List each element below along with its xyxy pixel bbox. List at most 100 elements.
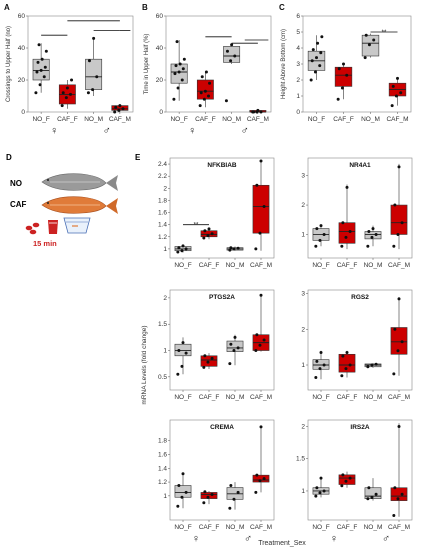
data-point — [180, 364, 184, 368]
data-point — [366, 365, 370, 369]
data-point — [318, 238, 322, 242]
y-tick-label: 1.2 — [158, 234, 167, 241]
y-tick-label: 60 — [18, 13, 26, 20]
data-point — [177, 246, 181, 250]
data-point — [345, 185, 349, 189]
data-point — [228, 248, 232, 252]
data-point — [318, 367, 322, 371]
box-group — [364, 225, 382, 248]
fish-no-icon — [41, 173, 118, 191]
data-point — [340, 86, 344, 90]
box — [334, 66, 353, 87]
box-group — [312, 224, 330, 248]
data-point — [180, 249, 184, 253]
panel-d-label: D — [6, 153, 12, 162]
box — [196, 79, 214, 100]
data-point — [43, 65, 47, 69]
y-tick-label: 20 — [156, 77, 164, 84]
box-group — [312, 476, 330, 498]
box — [200, 230, 218, 238]
x-tick-label: NO_F — [174, 262, 191, 269]
box — [390, 327, 408, 355]
data-point — [258, 343, 262, 347]
y-tick-label: 3 — [301, 173, 305, 180]
data-point — [176, 250, 180, 254]
data-point — [180, 78, 184, 82]
data-point — [65, 86, 69, 90]
y-tick-label: 1.4 — [158, 465, 167, 472]
x-tick-label: NO_M — [84, 116, 103, 123]
data-point — [315, 486, 319, 490]
box — [170, 63, 188, 84]
y-tick-label: 40 — [18, 45, 26, 52]
box — [338, 353, 356, 373]
y-tick-label: 20 — [18, 77, 26, 84]
data-point — [173, 72, 177, 76]
box-group — [58, 78, 76, 109]
male-symbol: ♂ — [382, 533, 390, 545]
data-point — [400, 221, 404, 225]
box — [174, 343, 192, 357]
plot-frame — [169, 419, 275, 521]
x-tick-label: CAF_M — [386, 116, 408, 123]
data-point — [396, 232, 400, 236]
plot-title: RGS2 — [351, 294, 369, 301]
data-point — [177, 70, 181, 74]
data-point — [202, 365, 206, 369]
box-group — [390, 423, 408, 517]
x-tick-label: NO_F — [174, 394, 191, 401]
data-point — [348, 230, 352, 234]
data-point — [256, 108, 260, 112]
data-point — [210, 232, 214, 236]
data-point — [322, 363, 326, 367]
data-point — [208, 81, 212, 85]
y-tick-label: 0 — [159, 109, 163, 116]
y-tick-label: 1.2 — [158, 479, 167, 486]
data-point — [178, 62, 182, 66]
box-group — [226, 482, 244, 510]
box-group — [111, 104, 129, 114]
data-point — [228, 506, 232, 510]
data-point — [311, 48, 315, 52]
data-point — [40, 57, 44, 61]
data-point — [229, 342, 233, 346]
data-point — [254, 247, 258, 251]
data-point — [390, 104, 394, 108]
data-point — [206, 495, 210, 499]
data-point — [392, 244, 396, 248]
data-point — [36, 60, 40, 64]
data-point — [176, 504, 180, 508]
data-point — [337, 67, 341, 71]
male-symbol: ♂ — [103, 125, 111, 137]
y-tick-label: 1.8 — [158, 438, 167, 445]
y-tick-label: 1 — [163, 348, 167, 355]
x-tick-label: CAF_M — [250, 394, 272, 401]
data-point — [202, 236, 206, 240]
data-point — [181, 472, 185, 476]
y-tick-label: 1 — [301, 362, 305, 369]
data-point — [366, 244, 370, 248]
data-point — [259, 425, 263, 429]
y-tick-label: 0.5 — [158, 374, 167, 381]
box-group — [32, 43, 50, 95]
panel-label: B — [142, 3, 148, 12]
data-point — [372, 38, 376, 42]
male-symbol: ♂ — [244, 533, 252, 545]
data-point — [184, 490, 188, 494]
box-group — [170, 40, 188, 101]
data-point — [203, 354, 207, 358]
plot-title: PTGS2A — [209, 294, 235, 301]
chart-ptgs2a: 0.5 1 1.5 2 NO_F CAF_F NO_M CAF_M PTGS2A — [158, 289, 275, 401]
box-group — [364, 478, 382, 501]
x-tick-label: CAF_F — [199, 394, 220, 401]
chart-nfkbiab: 1 1.2 1.4 1.6 1.8 2 2.2 2.4 NO_F CAF_F NO_M CAF_M NF… — [158, 157, 275, 269]
box-group — [249, 108, 267, 114]
data-point — [184, 351, 188, 355]
data-point — [259, 159, 263, 163]
data-point — [87, 59, 91, 63]
panel-label: A — [4, 3, 10, 12]
x-tick-label: NO_M — [364, 394, 383, 401]
data-point — [345, 73, 349, 77]
y-tick-label: 2.4 — [158, 161, 167, 168]
panel-d: D NO CAF 15 min — [6, 153, 118, 248]
